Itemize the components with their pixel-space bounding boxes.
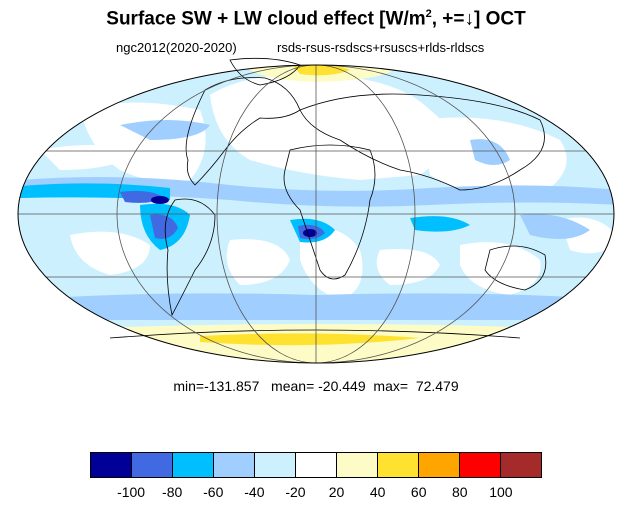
colorbar-tick-label: 40: [369, 484, 386, 500]
colorbar: [90, 452, 542, 478]
australia-outline: [484, 245, 547, 291]
stats-min-value: -131.857: [204, 378, 260, 394]
darkest-pacific-cell: [151, 196, 169, 204]
colorbar-tick-label: -40: [244, 484, 265, 500]
meridian-outer: [116, 65, 516, 363]
antarctic-yellow-light: [40, 324, 600, 363]
colorbar-segment: [91, 453, 132, 477]
maritime-continent-patch: [520, 214, 590, 239]
australia-white: [460, 242, 541, 295]
subtitle-right: rsds-rsus-rsdscs+rsuscs+rlds-rldscs: [277, 40, 485, 55]
greenland-outline: [229, 57, 301, 86]
colorbar-segment: [132, 453, 173, 477]
africa-outline: [283, 144, 376, 280]
map-border: [17, 64, 615, 364]
stats-mean-label: mean=: [271, 378, 315, 394]
colorbar-segment: [378, 453, 419, 477]
graticule: [18, 65, 614, 363]
north-africa-eurasia-white: [210, 74, 448, 180]
colorbar-segment: [173, 453, 214, 477]
colorbar-tick-label: -80: [162, 484, 183, 500]
subtitle-left: ngc2012(2020-2020): [116, 40, 237, 55]
stats-max-label: max=: [373, 378, 409, 394]
north-america-outline: [185, 77, 301, 186]
colorbar-tick-label: -100: [117, 484, 146, 500]
south-atlantic-white: [226, 239, 290, 285]
colorbar-tick-label: 100: [489, 484, 513, 500]
world-map: [17, 57, 615, 364]
title-superscript: 2: [425, 8, 432, 20]
title-main: Surface SW + LW cloud effect [W/m: [106, 8, 426, 30]
colorbar-tick-label: 80: [452, 484, 468, 500]
coastlines: [109, 57, 547, 339]
colorbar-tick-label: -20: [285, 484, 306, 500]
colorbar-tick-label: -60: [203, 484, 224, 500]
eurasia-outline: [299, 93, 545, 191]
southern-ocean-band: [20, 293, 614, 320]
colorbar-tick-label: 60: [410, 484, 427, 500]
south-america-outline: [164, 198, 216, 317]
colorbar-segment: [296, 453, 337, 477]
stats-mean-value: -20.449: [318, 378, 366, 394]
colorbar-segment: [460, 453, 501, 477]
colorbar-segment: [501, 453, 541, 477]
stats-max-value: 72.479: [415, 378, 459, 394]
china-patch: [470, 139, 510, 165]
colorbar-segment: [337, 453, 378, 477]
title-end: ] OCT: [474, 8, 526, 30]
stats-min-label: min=: [173, 378, 205, 394]
colorbar-labels: -100 -80 -60 -40 -20 20 40 60 80 100: [90, 484, 542, 502]
meridian-inner: [216, 65, 416, 363]
antarctica-outline: [109, 329, 521, 339]
colorbar-tick-label: 20: [328, 484, 345, 500]
title-mid: , +=: [431, 8, 465, 30]
colorbar-segment: [419, 453, 460, 477]
itcz-band: [20, 176, 614, 207]
darkest-africa-cell: [303, 229, 317, 237]
antarctic-yellow: [200, 333, 420, 346]
down-arrow-icon: ↓: [464, 8, 475, 30]
indian-ocean-patch: [410, 216, 470, 232]
colorbar-segment: [255, 453, 296, 477]
plot-title: Surface SW + LW cloud effect [W/m2, +=↓]…: [0, 8, 632, 30]
east-pacific-white: [70, 231, 150, 275]
amazon-strong: [150, 214, 178, 239]
colorbar-segment: [214, 453, 255, 477]
stats-line: min=-131.857 mean= -20.449 max= 72.479: [0, 378, 632, 394]
